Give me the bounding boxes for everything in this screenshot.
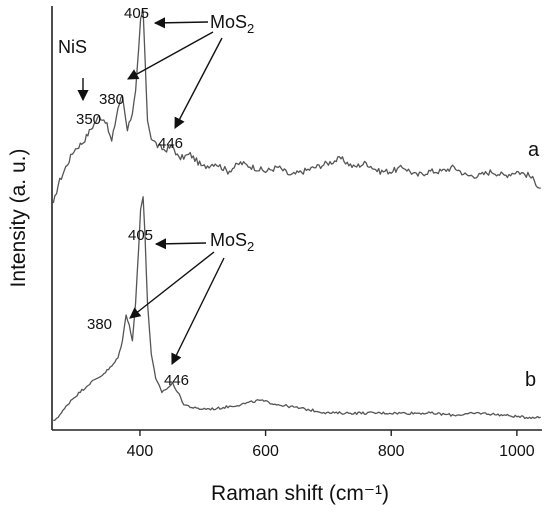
peak-a-350: 350: [76, 111, 101, 128]
arrow-a-mos2-446: [174, 37, 223, 129]
x-axis-title: Raman shift (cm⁻¹): [211, 482, 389, 505]
trace-a-label: a: [528, 139, 540, 161]
spectrum-line-b: [53, 196, 541, 422]
arrow-b-mos2-446: [171, 257, 225, 366]
arrow-b-mos2-405: [154, 238, 207, 250]
x-tick-label: 800: [378, 443, 405, 460]
peak-b-405: 405: [128, 227, 153, 244]
compound-b-mos2: MoS2: [210, 230, 254, 254]
compound-a-nis: NiS: [58, 37, 87, 57]
compound-a-mos2-sub: 2: [247, 21, 254, 36]
trace-b-label: b: [525, 369, 536, 391]
peak-a-380: 380: [99, 91, 124, 108]
x-tick-label: 600: [252, 443, 279, 460]
peak-a-446: 446: [158, 135, 183, 152]
x-tick-label: 1000: [499, 443, 535, 460]
peak-a-405: 405: [124, 5, 149, 22]
x-tick-label: 400: [127, 443, 154, 460]
y-axis-title: Intensity (a. u.): [7, 149, 30, 288]
spectrum-line-a: [52, 9, 541, 204]
peak-b-380: 380: [87, 316, 112, 333]
x-ticks: 400 600 800 1000: [127, 430, 535, 460]
compound-b-mos2-base: MoS: [210, 230, 247, 250]
compound-a-mos2: MoS2: [210, 12, 254, 36]
arrow-a-mos2-405: [153, 17, 209, 29]
peak-b-446: 446: [164, 372, 189, 389]
compound-b-mos2-sub: 2: [247, 239, 254, 254]
spectra: [52, 9, 541, 422]
arrow-a-mos2-380: [127, 31, 214, 80]
compound-a-mos2-base: MoS: [210, 12, 247, 32]
arrow-b-mos2-380: [129, 251, 215, 319]
